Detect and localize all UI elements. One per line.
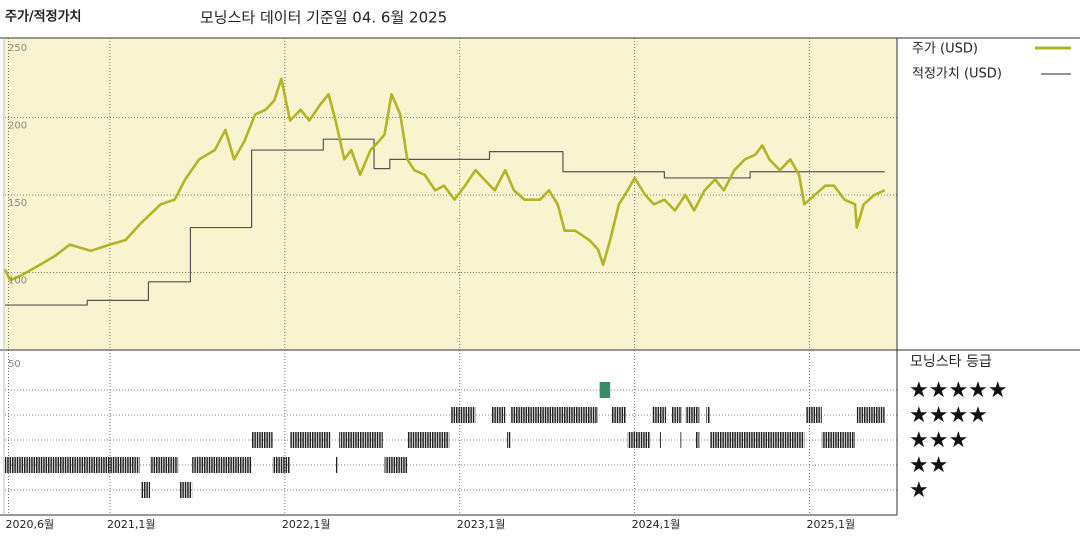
rating-period bbox=[652, 407, 667, 423]
frame bbox=[0, 37, 1080, 516]
rating-period bbox=[272, 457, 291, 473]
x-tick-label: 2024,1월 bbox=[632, 518, 681, 531]
x-tick-label: 2023,1월 bbox=[457, 518, 506, 531]
chart-subtitle: 모닝스타 데이터 기준일 04. 6월 2025 bbox=[200, 9, 447, 27]
rating-panel-label: 50 bbox=[8, 359, 21, 370]
rating-period bbox=[141, 482, 151, 498]
y-tick-label: 250 bbox=[8, 43, 27, 54]
rating-period bbox=[5, 457, 140, 473]
rating-period bbox=[192, 457, 252, 473]
x-tick-label: 2025,1월 bbox=[807, 518, 856, 531]
legend-label: 적정가치 (USD) bbox=[912, 67, 1002, 82]
rating-period bbox=[384, 457, 408, 473]
rating-level-label: ★★★★★ bbox=[909, 378, 1008, 403]
rating-period bbox=[706, 407, 710, 423]
rating-period bbox=[806, 407, 822, 423]
rating-period bbox=[251, 432, 273, 448]
x-tick-label: 2021,1월 bbox=[107, 518, 156, 531]
rating-period bbox=[611, 407, 626, 423]
y-tick-label: 200 bbox=[8, 121, 27, 132]
x-tick-label: 2020,6월 bbox=[5, 518, 54, 531]
legend-label: 주가 (USD) bbox=[912, 42, 978, 57]
rating-title: 모닝스타 등급 bbox=[910, 354, 992, 370]
rating-period bbox=[599, 382, 611, 398]
rating-period bbox=[491, 407, 506, 423]
rating-period bbox=[685, 407, 700, 423]
y-tick-label: 100 bbox=[8, 276, 27, 287]
y-tick-label: 150 bbox=[8, 198, 27, 209]
rating-period bbox=[856, 407, 885, 423]
rating-period bbox=[659, 432, 661, 448]
rating-period bbox=[627, 432, 651, 448]
rating-period bbox=[695, 432, 700, 448]
rating-period bbox=[506, 432, 511, 448]
rating-period bbox=[335, 457, 338, 473]
chart-title: 주가/적정가치 bbox=[5, 9, 82, 25]
rating-period bbox=[150, 457, 179, 473]
rating-period bbox=[709, 432, 805, 448]
rating-period bbox=[339, 432, 383, 448]
rating-period bbox=[510, 407, 598, 423]
rating-period bbox=[407, 432, 450, 448]
rating-period bbox=[821, 432, 856, 448]
x-tick-label: 2022,1월 bbox=[282, 518, 331, 531]
fair-value-line bbox=[5, 138, 885, 306]
rating-period bbox=[290, 432, 331, 448]
rating-level-label: ★★★★ bbox=[909, 403, 988, 428]
rating-period bbox=[179, 482, 193, 498]
rating-period bbox=[451, 407, 476, 423]
rating-level-label: ★★★ bbox=[909, 428, 968, 453]
price-line bbox=[3, 77, 886, 282]
rating-level-label: ★ bbox=[909, 478, 929, 503]
rating-period bbox=[680, 432, 682, 448]
rating-level-label: ★★ bbox=[909, 453, 948, 478]
rating-period bbox=[671, 407, 682, 423]
